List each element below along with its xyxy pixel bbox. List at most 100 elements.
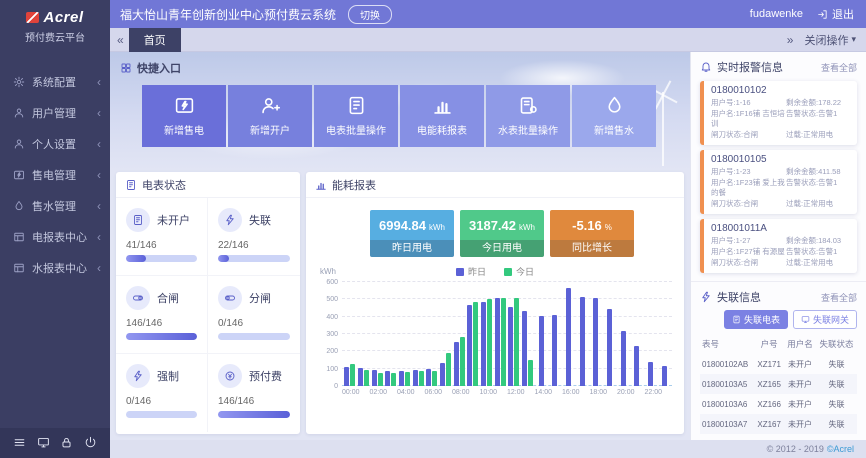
bar-group-04:00[interactable] [398,282,412,386]
bar-group-06:00[interactable] [425,282,439,386]
table-row[interactable]: 01800102AB XZ171 未开户 失联 [700,354,857,374]
energy-stat-1: 3187.42 kWh 今日用电 [460,210,544,257]
bar-group-23:00[interactable] [657,282,671,386]
quick-tile-5[interactable]: 新增售水 [572,85,656,147]
tabs-scroll-left-button[interactable]: « [117,32,124,47]
quick-tile-0[interactable]: 新增售电 [142,85,226,147]
switch-off-icon [225,295,235,301]
bar-group-07:00[interactable] [439,282,453,386]
legend-item-昨日[interactable]: 昨日 [455,265,486,278]
x-axis-tick: 12:00 [507,389,525,396]
bar-group-21:00[interactable] [630,282,644,386]
sidebar-item-6[interactable]: 水报表中心 ‹ [0,252,110,283]
bar-group-05:00[interactable] [411,282,425,386]
chevron-left-icon: ‹ [97,229,101,244]
bar-group-11:00[interactable] [493,282,507,386]
bar-today [418,371,424,386]
lock-icon-button[interactable] [60,434,73,452]
logout-button[interactable]: 退出 [817,6,854,22]
bar-group-02:00[interactable] [370,282,384,386]
status-icon-circle [218,286,242,310]
power-icon-button[interactable] [84,434,97,452]
bar-group-15:00[interactable] [548,282,562,386]
quick-tile-2[interactable]: 电表批量操作 [314,85,398,147]
bar-yesterday [453,341,459,386]
sidebar-item-0[interactable]: 系统配置 ‹ [0,66,110,97]
alarm-overload: 过载:正常用电 [786,258,834,267]
table-row[interactable]: 01800103A8XZ168未开户失联 [700,434,857,441]
bar-group-20:00[interactable] [616,282,630,386]
close-operations-dropdown[interactable]: 关闭操作 ▾ [804,32,856,48]
switch-system-button[interactable]: 切换 [348,4,393,24]
table-row[interactable]: 01800103A6 XZ166 未开户 失联 [700,394,857,414]
tab-home[interactable]: 首页 [128,27,181,52]
legend-item-今日[interactable]: 今日 [504,265,534,278]
bar-group-08:00[interactable] [452,282,466,386]
table-cell: XZ165 [757,379,781,389]
bar-group-22:00[interactable] [644,282,658,386]
status-label: 失联 [249,215,271,227]
sidebar-item-3[interactable]: 售电管理 ‹ [0,159,110,190]
disconnect-view-all-link[interactable]: 查看全部 [820,292,857,303]
x-axis-tick: 22:00 [644,389,663,396]
tile-label: 电表批量操作 [326,126,386,137]
menu-icon-button[interactable] [13,434,26,452]
sidebar-item-2[interactable]: 个人设置 ‹ [0,128,110,159]
sidebar-item-1[interactable]: 用户管理 ‹ [0,97,110,128]
bar-group-00:00[interactable] [343,282,357,386]
disconnect-gateways-button[interactable]: 失联网关 [792,310,857,329]
alarm-meter-no: 0180010105 [711,154,767,165]
bar-group-12:00[interactable] [507,282,521,386]
progress-bar [218,411,290,418]
alarm-card-0[interactable]: 0180010102 用户号:1-16 剩余金额:178.22 用户名:1F16铺 吉… [700,81,857,145]
menu-icon [14,439,25,446]
sidebar-item-5[interactable]: 电报表中心 ‹ [0,221,110,252]
bar-group-03:00[interactable] [384,282,398,386]
tabs-scroll-right-button[interactable]: » [786,32,794,47]
alarm-card-2[interactable]: 018001011A 用户号:1-27 剩余金额:184.03 用户名:1F27铺 有… [700,219,857,273]
quick-tile-1[interactable]: 新增开户 [228,85,312,147]
copyright-text: © 2012 - 2019 [766,444,824,454]
table-cell: 失联 [828,419,845,429]
bar-group-10:00[interactable] [480,282,494,386]
y-axis-tick: 500 [326,296,338,304]
x-axis-tick [360,389,370,396]
stat-value: 6994.84 [379,218,426,233]
bar-group-18:00[interactable] [589,282,603,386]
alarm-card-1[interactable]: 0180010105 用户号:1-23 剩余金额:411.58 用户名:1F23铺 爱… [700,150,857,214]
bar-group-13:00[interactable] [521,282,535,386]
status-icon-circle [218,364,242,388]
table-row[interactable]: 01800103A7 XZ167 未开户 失联 [700,414,857,434]
bar-group-17:00[interactable] [575,282,589,386]
sidebar-item-4[interactable]: 售水管理 ‹ [0,190,110,221]
bar-yesterday [620,330,626,386]
monitor-icon-button[interactable] [37,434,50,452]
table-cell: 未开户 [784,434,816,441]
bar-group-01:00[interactable] [357,282,371,386]
bell-icon [701,62,711,72]
x-axis-tick [607,389,617,396]
status-count: 146/146 [218,396,255,407]
bar-group-14:00[interactable] [534,282,548,386]
bar-group-16:00[interactable] [562,282,576,386]
alarms-view-all-link[interactable]: 查看全部 [820,62,857,73]
x-axis-tick [552,389,562,396]
quick-tile-3[interactable]: 电能耗报表 [400,85,484,147]
column-header: 表号 [702,339,720,349]
table-row[interactable]: 01800103A5 XZ165 未开户 失联 [700,374,857,394]
energy-report-icon [433,101,451,114]
divider [691,281,866,282]
bar-group-19:00[interactable] [603,282,617,386]
right-panel: 实时报警信息 查看全部 0180010102 用户号:1-16 剩余金额:178.2… [690,52,866,440]
bar-yesterday [552,314,558,386]
alarm-user: 用户名:1F23铺 爱上我的餐 [711,178,785,197]
bar-group-09:00[interactable] [466,282,480,386]
stat-unit: % [604,223,612,232]
alarm-user: 用户名:1F16铺 吉恒培训 [711,109,785,128]
username[interactable]: fudawenke [749,8,803,20]
bar-yesterday [508,307,514,386]
meter-batch-icon [349,96,363,115]
quick-tile-4[interactable]: 水表批量操作 [486,85,570,147]
disconnect-meters-button[interactable]: 失联电表 [723,310,788,329]
add-water-sale-icon [607,96,621,113]
